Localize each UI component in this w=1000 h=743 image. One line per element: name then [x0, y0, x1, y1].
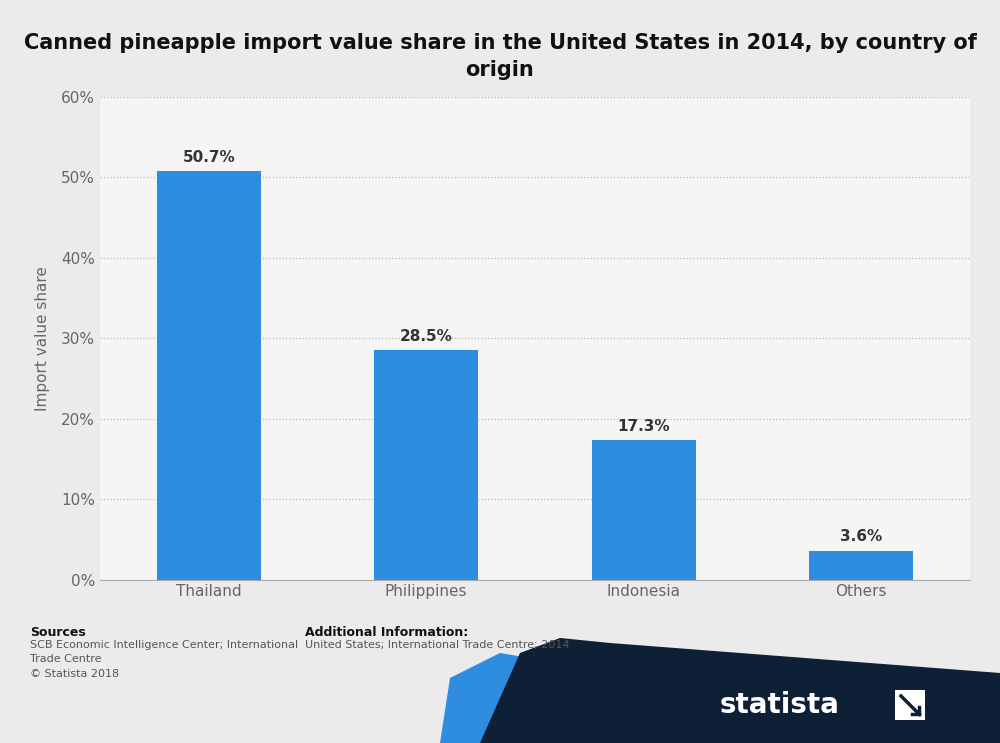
Bar	[374, 350, 478, 580]
Text: Additional Information:: Additional Information:	[305, 626, 468, 638]
Text: United States; International Trade Centre; 2014: United States; International Trade Centr…	[305, 640, 570, 650]
Polygon shape	[480, 638, 1000, 743]
Text: 3.6%: 3.6%	[840, 529, 882, 544]
Text: © Statista 2018: © Statista 2018	[30, 669, 119, 678]
Text: statista: statista	[720, 691, 840, 719]
Text: 17.3%: 17.3%	[617, 419, 670, 434]
Bar	[157, 172, 261, 580]
Y-axis label: Import value share: Import value share	[35, 266, 50, 410]
Bar	[809, 551, 913, 580]
Text: 50.7%: 50.7%	[182, 150, 235, 165]
Bar	[895, 690, 925, 720]
Text: Canned pineapple import value share in the United States in 2014, by country of
: Canned pineapple import value share in t…	[24, 33, 976, 80]
Bar	[592, 441, 696, 580]
Text: 28.5%: 28.5%	[400, 328, 453, 344]
Text: Trade Centre: Trade Centre	[30, 654, 102, 663]
Text: Sources: Sources	[30, 626, 86, 638]
Text: SCB Economic Intelligence Center; International: SCB Economic Intelligence Center; Intern…	[30, 640, 298, 650]
Polygon shape	[440, 653, 1000, 743]
